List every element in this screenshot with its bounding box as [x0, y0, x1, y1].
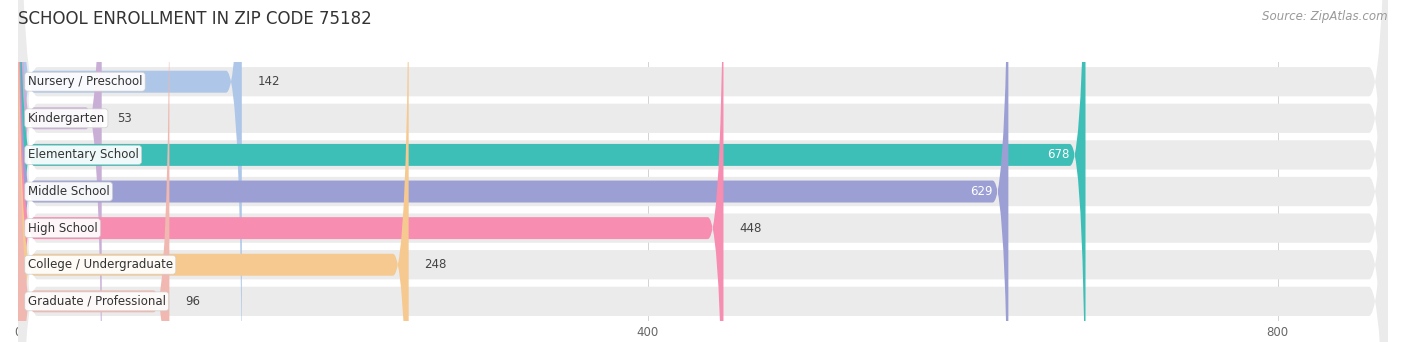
- FancyBboxPatch shape: [18, 0, 724, 342]
- FancyBboxPatch shape: [18, 0, 1085, 342]
- Text: Nursery / Preschool: Nursery / Preschool: [28, 75, 142, 88]
- Text: SCHOOL ENROLLMENT IN ZIP CODE 75182: SCHOOL ENROLLMENT IN ZIP CODE 75182: [18, 10, 373, 28]
- Text: Source: ZipAtlas.com: Source: ZipAtlas.com: [1263, 10, 1388, 23]
- FancyBboxPatch shape: [18, 0, 1388, 342]
- FancyBboxPatch shape: [18, 0, 101, 342]
- Text: Middle School: Middle School: [28, 185, 110, 198]
- FancyBboxPatch shape: [18, 0, 242, 342]
- Text: College / Undergraduate: College / Undergraduate: [28, 258, 173, 271]
- FancyBboxPatch shape: [18, 0, 1388, 342]
- FancyBboxPatch shape: [18, 0, 1388, 342]
- FancyBboxPatch shape: [18, 0, 1388, 342]
- Text: Kindergarten: Kindergarten: [28, 112, 105, 125]
- Text: 142: 142: [257, 75, 280, 88]
- FancyBboxPatch shape: [18, 0, 1388, 342]
- FancyBboxPatch shape: [18, 0, 1008, 342]
- Text: 248: 248: [425, 258, 447, 271]
- Text: 629: 629: [970, 185, 993, 198]
- FancyBboxPatch shape: [18, 0, 169, 342]
- Text: High School: High School: [28, 222, 97, 235]
- Text: Elementary School: Elementary School: [28, 148, 139, 161]
- Text: 53: 53: [118, 112, 132, 125]
- FancyBboxPatch shape: [18, 0, 1388, 342]
- Text: 96: 96: [186, 295, 200, 308]
- Text: 448: 448: [740, 222, 762, 235]
- FancyBboxPatch shape: [18, 0, 409, 342]
- FancyBboxPatch shape: [18, 0, 1388, 342]
- Text: Graduate / Professional: Graduate / Professional: [28, 295, 166, 308]
- Text: 678: 678: [1047, 148, 1070, 161]
